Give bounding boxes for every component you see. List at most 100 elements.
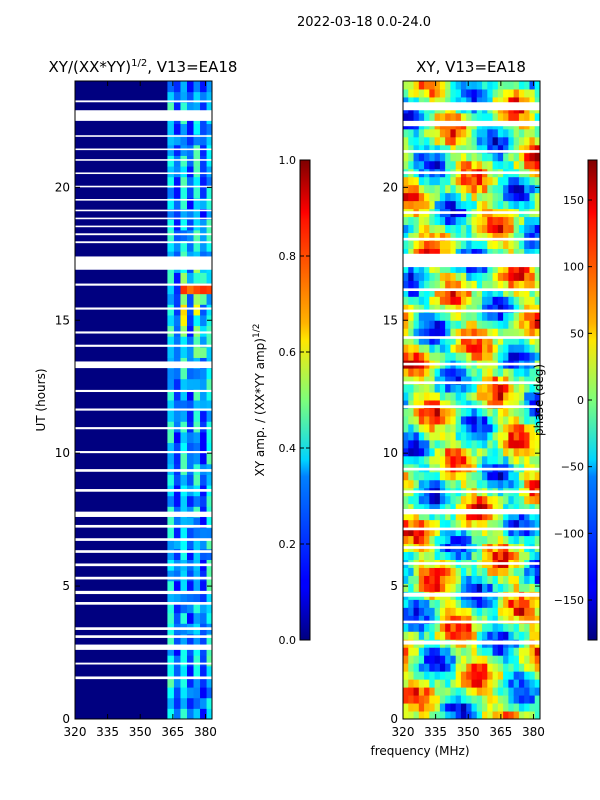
heatmap-cell <box>471 128 478 138</box>
heatmap-cell <box>529 232 536 241</box>
heatmap-cell <box>534 224 540 234</box>
heatmap-cell <box>403 344 409 353</box>
heatmap-cell <box>487 304 494 313</box>
heatmap-cell <box>466 647 472 656</box>
heatmap-cell <box>497 455 504 465</box>
heatmap-cell <box>508 607 515 616</box>
heatmap-cell <box>429 575 436 584</box>
heatmap-cell <box>413 695 420 704</box>
heatmap-cell <box>167 240 175 252</box>
heatmap-cell <box>418 336 425 345</box>
heatmap-cell <box>413 336 420 345</box>
heatmap-cell <box>173 655 181 667</box>
heatmap-cell <box>206 410 212 422</box>
heatmap-cell <box>534 671 540 680</box>
heatmap-cell <box>186 453 195 465</box>
heatmap-cell <box>513 392 520 401</box>
heatmap-cell <box>471 136 478 146</box>
heatmap-cell <box>445 384 451 393</box>
heatmap-cell <box>524 431 530 441</box>
heatmap-cell <box>167 633 175 646</box>
heatmap-cell <box>403 112 409 122</box>
heatmap-cell <box>403 663 409 672</box>
heatmap-cell <box>413 81 420 90</box>
heatmap-cell <box>497 272 504 281</box>
heatmap-cell <box>492 631 499 640</box>
heatmap-cell <box>508 615 515 624</box>
heatmap-cell <box>439 312 446 321</box>
data-gap <box>75 550 212 553</box>
heatmap-cell <box>482 344 488 353</box>
heatmap-cell <box>487 551 494 560</box>
heatmap-cell <box>445 575 451 584</box>
heatmap-cell <box>466 519 472 529</box>
heatmap-cell <box>534 655 540 664</box>
data-gap <box>75 511 212 517</box>
heatmap-cell <box>193 538 201 550</box>
heatmap-cell <box>439 423 446 433</box>
heatmap-cell <box>186 431 195 444</box>
heatmap-cell <box>487 711 494 719</box>
heatmap-cell <box>487 607 494 616</box>
heatmap-cell <box>424 711 430 719</box>
heatmap-cell <box>200 144 208 156</box>
heatmap-cell <box>508 527 515 537</box>
heatmap-cell <box>460 415 467 425</box>
heatmap-cell <box>193 591 201 603</box>
heatmap-cell <box>471 631 478 640</box>
heatmap-cell <box>167 197 175 210</box>
heatmap-cell <box>508 312 515 321</box>
heatmap-cell <box>200 516 208 529</box>
heatmap-cell <box>429 687 436 696</box>
heatmap-cell <box>173 314 181 327</box>
heatmap-cell <box>413 519 420 529</box>
heatmap-cell <box>206 516 212 529</box>
heatmap-cell <box>476 695 483 704</box>
heatmap-cell <box>434 519 441 529</box>
heatmap-cell <box>434 415 441 425</box>
heatmap-cell <box>206 197 212 210</box>
data-gap <box>75 241 212 244</box>
heatmap-cell <box>529 384 536 393</box>
heatmap-cell <box>492 519 499 529</box>
heatmap-cell <box>193 197 201 210</box>
heatmap-cell <box>403 423 409 433</box>
heatmap-cell <box>173 453 181 465</box>
heatmap-cell <box>450 455 457 465</box>
heatmap-cell <box>492 184 499 194</box>
heatmap-cell <box>497 304 504 313</box>
heatmap-cell <box>503 431 509 441</box>
heatmap-cell <box>476 280 483 289</box>
heatmap-cell <box>445 272 451 281</box>
heatmap-cell <box>482 655 488 664</box>
heatmap-cell <box>524 304 530 313</box>
heatmap-cell <box>193 527 201 539</box>
heatmap-cell <box>193 665 201 677</box>
heatmap-cell <box>497 376 504 385</box>
heatmap-cell <box>524 695 530 704</box>
heatmap-cell <box>460 519 467 529</box>
heatmap-cell <box>445 583 451 592</box>
heatmap-cell <box>173 102 181 114</box>
y-tick-label: 20 <box>55 180 70 194</box>
heatmap-cell <box>503 240 509 249</box>
heatmap-cell <box>193 453 201 465</box>
colorbar-tick-label: −150 <box>554 594 584 607</box>
heatmap-cell <box>429 583 436 592</box>
x-tick-label: 320 <box>64 725 87 739</box>
heatmap-cell <box>424 519 430 529</box>
heatmap-cell <box>439 392 446 401</box>
heatmap-cell <box>487 216 494 226</box>
heatmap-cell <box>492 352 499 361</box>
heatmap-cell <box>180 229 188 241</box>
heatmap-cell <box>439 232 446 241</box>
heatmap-cell <box>513 447 520 457</box>
heatmap-cell <box>503 615 509 624</box>
heatmap-cell <box>471 328 478 337</box>
heatmap-cell <box>200 240 208 252</box>
data-gap <box>75 662 212 665</box>
heatmap-cell <box>460 136 467 146</box>
heatmap-cell <box>424 312 430 321</box>
heatmap-cell <box>434 679 441 688</box>
data-gap <box>403 562 540 565</box>
